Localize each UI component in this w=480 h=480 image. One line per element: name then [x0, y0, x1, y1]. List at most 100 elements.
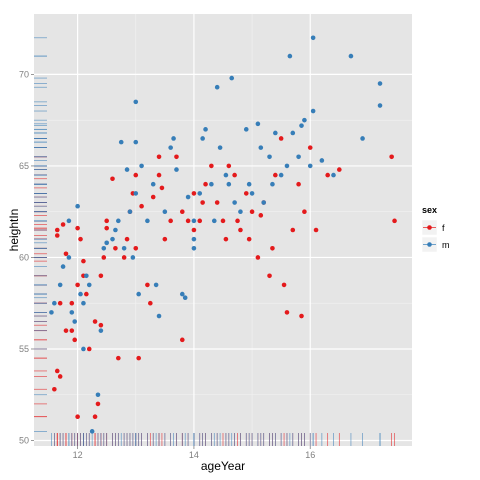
point-m: [89, 429, 95, 434]
point-m: [69, 310, 75, 315]
point-m: [377, 81, 383, 86]
point-f: [156, 154, 162, 160]
point-f: [278, 136, 284, 141]
point-m: [127, 209, 133, 214]
point-m: [52, 300, 57, 306]
point-f: [258, 213, 264, 218]
point-m: [150, 181, 156, 187]
point-f: [313, 227, 319, 233]
point-m: [113, 227, 118, 233]
point-f: [121, 255, 127, 260]
point-m: [118, 139, 124, 145]
point-f: [214, 200, 220, 205]
point-m: [60, 264, 66, 269]
y-tick-label: 55: [19, 344, 29, 354]
point-m: [75, 203, 80, 209]
point-m: [302, 117, 307, 123]
point-m: [287, 53, 293, 59]
point-m: [191, 218, 197, 224]
point-m: [49, 310, 54, 315]
point-m: [81, 346, 86, 352]
point-f: [235, 218, 240, 224]
point-f: [200, 200, 205, 205]
point-f: [110, 176, 115, 182]
point-m: [310, 35, 316, 41]
point-f: [296, 181, 301, 187]
point-m: [182, 295, 188, 301]
plot-panel: [34, 14, 412, 446]
x-axis-title: ageYear: [201, 459, 245, 473]
point-f: [325, 172, 330, 178]
legend: sex fm: [421, 205, 450, 253]
point-f: [392, 218, 397, 224]
point-m: [310, 108, 316, 114]
point-m: [162, 209, 168, 214]
point-f: [75, 225, 80, 231]
point-m: [209, 181, 214, 187]
x-axis: 12 14 16: [73, 446, 315, 460]
point-f: [243, 191, 249, 196]
point-m: [299, 123, 304, 128]
point-f: [92, 414, 98, 420]
y-tick-label: 60: [19, 252, 29, 262]
point-m: [116, 218, 121, 224]
point-f: [337, 167, 342, 172]
point-f: [84, 291, 89, 297]
point-f: [63, 251, 69, 257]
point-f: [54, 368, 60, 374]
point-m: [284, 163, 290, 169]
point-f: [95, 401, 101, 407]
point-f: [179, 337, 185, 343]
x-tick-label: 12: [73, 450, 83, 460]
point-m: [223, 172, 229, 178]
point-m: [229, 75, 235, 81]
point-f: [124, 236, 130, 242]
point-m: [84, 273, 89, 279]
point-f: [75, 282, 80, 288]
point-m: [185, 194, 191, 200]
rug-marks: [34, 37, 395, 446]
point-m: [95, 392, 101, 398]
point-f: [246, 236, 252, 242]
point-m: [217, 145, 223, 150]
point-m: [307, 163, 313, 169]
point-f: [57, 300, 63, 306]
point-m: [296, 154, 301, 160]
data-points: [49, 35, 397, 434]
point-m: [121, 246, 127, 251]
point-f: [197, 218, 203, 224]
point-m: [243, 127, 249, 132]
point-f: [191, 191, 197, 196]
point-f: [159, 185, 165, 191]
point-f: [133, 172, 139, 178]
point-f: [223, 236, 229, 242]
point-m: [191, 246, 197, 251]
point-m: [197, 191, 203, 196]
point-m: [98, 328, 104, 333]
point-f: [133, 246, 139, 251]
point-f: [226, 163, 232, 169]
point-f: [273, 172, 278, 178]
point-m: [360, 136, 365, 141]
point-m: [136, 291, 141, 297]
point-m: [261, 200, 267, 205]
point-m: [153, 282, 159, 288]
point-m: [179, 291, 185, 297]
point-m: [203, 127, 208, 132]
point-f: [238, 227, 243, 233]
point-m: [156, 313, 162, 319]
point-f: [185, 218, 191, 224]
point-f: [101, 255, 107, 260]
point-f: [267, 273, 272, 279]
point-f: [57, 374, 63, 379]
point-f: [72, 337, 78, 343]
point-m: [104, 240, 109, 246]
point-f: [104, 218, 109, 224]
point-m: [145, 218, 150, 224]
point-m: [348, 53, 354, 59]
point-f: [136, 355, 141, 361]
point-f: [116, 355, 121, 361]
point-m: [267, 154, 272, 160]
point-m: [139, 163, 144, 169]
legend-title: sex: [422, 205, 437, 215]
